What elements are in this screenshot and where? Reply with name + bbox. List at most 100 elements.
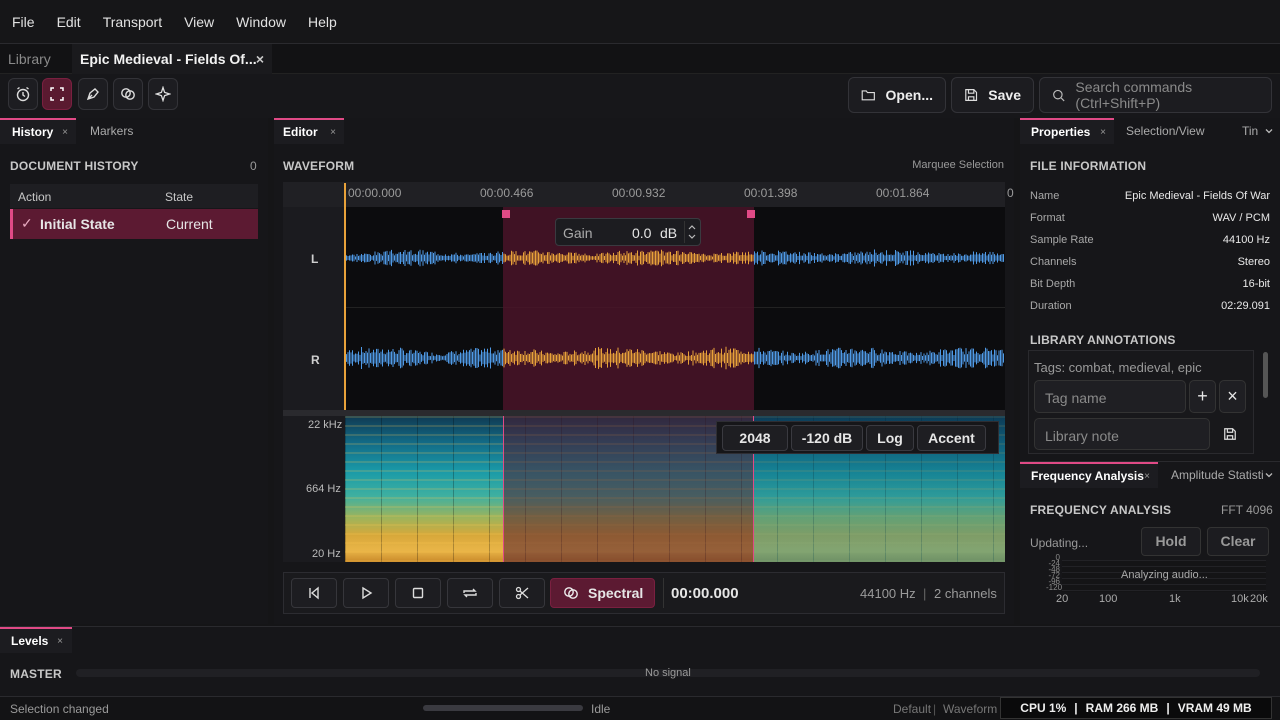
scrollbar-thumb[interactable] [1263, 352, 1268, 398]
prop-value: 44100 Hz [1222, 234, 1270, 246]
gain-stepper[interactable] [684, 221, 698, 243]
tab-selection-view[interactable]: Selection/View [1126, 124, 1205, 138]
view-mode[interactable]: Waveform [943, 702, 998, 716]
save-icon [1224, 428, 1236, 440]
blend-tool-button[interactable] [113, 78, 143, 110]
hold-button[interactable]: Hold [1141, 527, 1201, 556]
tab-properties-label: Properties [1031, 125, 1091, 139]
prop-key: Name [1030, 190, 1060, 202]
document-tab-bar: Library Epic Medieval - Fields Of... × [0, 44, 1280, 74]
tag-name-input[interactable]: Tag name [1034, 380, 1186, 413]
folder-icon [861, 90, 875, 101]
separator: | [933, 702, 937, 716]
frequency-gutter [283, 416, 345, 562]
freq-axis-label: 20k [1250, 593, 1268, 605]
save-button[interactable]: Save [951, 77, 1034, 113]
sparkle-icon [155, 86, 171, 102]
tab-close-icon[interactable]: × [1144, 470, 1150, 482]
tab-overflow[interactable]: Tin [1242, 124, 1259, 138]
workspace-default[interactable]: Default [893, 702, 932, 716]
command-search-input[interactable]: Search commands (Ctrl+Shift+P) [1039, 77, 1272, 113]
prop-key: Format [1030, 212, 1065, 224]
colormap-select[interactable]: Accent [917, 425, 986, 451]
history-count: 0 [250, 159, 257, 173]
tab-amplitude-statistics[interactable]: Amplitude Statistic [1171, 468, 1263, 482]
tab-library[interactable]: Library [8, 51, 51, 67]
db-label: -72 [1048, 571, 1060, 580]
history-row[interactable]: ✓ Initial State Current [10, 209, 258, 239]
tab-history[interactable]: History × [0, 118, 76, 144]
tab-close-icon[interactable]: × [255, 51, 264, 67]
remove-tag-button[interactable]: × [1219, 380, 1246, 413]
menu-window[interactable]: Window [236, 13, 286, 30]
freq-axis-label: 100 [1099, 593, 1118, 605]
waveform-left-channel [345, 249, 1004, 267]
playhead[interactable] [344, 183, 346, 410]
db-floor-select[interactable]: -120 dB [791, 425, 863, 451]
pen-icon [86, 88, 99, 101]
tab-title: Epic Medieval - Fields Of... [80, 51, 257, 67]
selection-mode: Marquee Selection [912, 159, 1004, 171]
loop-button[interactable] [447, 578, 493, 608]
cut-button[interactable] [499, 578, 545, 608]
pen-tool-button[interactable] [78, 78, 108, 110]
magic-tool-button[interactable] [148, 78, 178, 110]
analyzing-message: Analyzing audio... [1121, 569, 1208, 581]
menu-transport[interactable]: Transport [102, 13, 163, 30]
save-note-button[interactable] [1214, 418, 1246, 450]
scale-select[interactable]: Log [866, 425, 914, 451]
tab-editor[interactable]: Editor × [274, 118, 344, 144]
tab-properties[interactable]: Properties × [1020, 118, 1114, 144]
prop-value: Epic Medieval - Fields Of War [1124, 190, 1270, 202]
tab-frequency-analysis[interactable]: Frequency Analysis × [1020, 462, 1158, 488]
history-action: Initial State [40, 216, 115, 232]
add-tag-button[interactable]: + [1189, 380, 1216, 413]
selection-end-handle[interactable] [747, 210, 756, 218]
menu-view[interactable]: View [184, 13, 215, 30]
tab-levels-label: Levels [11, 634, 49, 648]
tab-close-icon[interactable]: × [62, 126, 68, 138]
freq-label: 664 Hz [306, 483, 341, 495]
tab-close-icon[interactable]: × [1100, 126, 1106, 138]
prop-row: Name Epic Medieval - Fields Of War [1030, 190, 1270, 202]
gain-value[interactable]: 0.0 [632, 225, 652, 241]
prop-value: Stereo [1237, 256, 1270, 268]
marquee-tool-button[interactable] [42, 78, 72, 110]
skip-start-button[interactable] [291, 578, 337, 608]
prop-key: Channels [1030, 256, 1077, 268]
library-note-input[interactable]: Library note [1034, 418, 1210, 450]
search-icon [1053, 89, 1065, 101]
tab-markers[interactable]: Markers [90, 124, 134, 138]
play-button[interactable] [343, 578, 389, 608]
fft-size-select[interactable]: 2048 [722, 425, 788, 451]
prop-value: WAV / PCM [1212, 212, 1270, 224]
freq-axis-label: 10k [1231, 593, 1249, 605]
col-action: Action [18, 190, 52, 204]
tab-levels[interactable]: Levels × [0, 627, 72, 653]
tab-close-icon[interactable]: × [330, 126, 336, 138]
history-state: Current [166, 216, 213, 232]
tabs-chevron-icon[interactable] [1264, 462, 1278, 488]
view-splitter[interactable] [283, 410, 1005, 416]
spectral-selection[interactable] [503, 416, 755, 562]
loop-icon [463, 588, 477, 598]
tabs-chevron-icon[interactable] [1264, 118, 1278, 144]
open-button[interactable]: Open... [848, 77, 946, 113]
clear-button[interactable]: Clear [1207, 527, 1269, 556]
spectral-toggle-button[interactable]: Spectral [550, 578, 655, 608]
alarm-tool-button[interactable] [8, 78, 38, 110]
menu-help[interactable]: Help [307, 13, 337, 30]
analysis-status: Updating... [1030, 536, 1089, 550]
channel-count: 2 channels [934, 586, 997, 601]
tab-frequency-label: Frequency Analysis [1031, 469, 1144, 483]
alarm-clock-icon [16, 86, 30, 102]
gain-control[interactable]: Gain 0.0 dB [555, 218, 701, 246]
menu-file[interactable]: File [12, 13, 35, 30]
menu-edit[interactable]: Edit [56, 13, 81, 30]
selection-start-handle[interactable] [502, 210, 511, 218]
stop-button[interactable] [395, 578, 441, 608]
tab-active-document[interactable]: Epic Medieval - Fields Of... × [72, 44, 272, 74]
prop-row: Sample Rate 44100 Hz [1030, 234, 1270, 246]
col-state: State [165, 190, 194, 204]
tab-close-icon[interactable]: × [57, 635, 63, 647]
